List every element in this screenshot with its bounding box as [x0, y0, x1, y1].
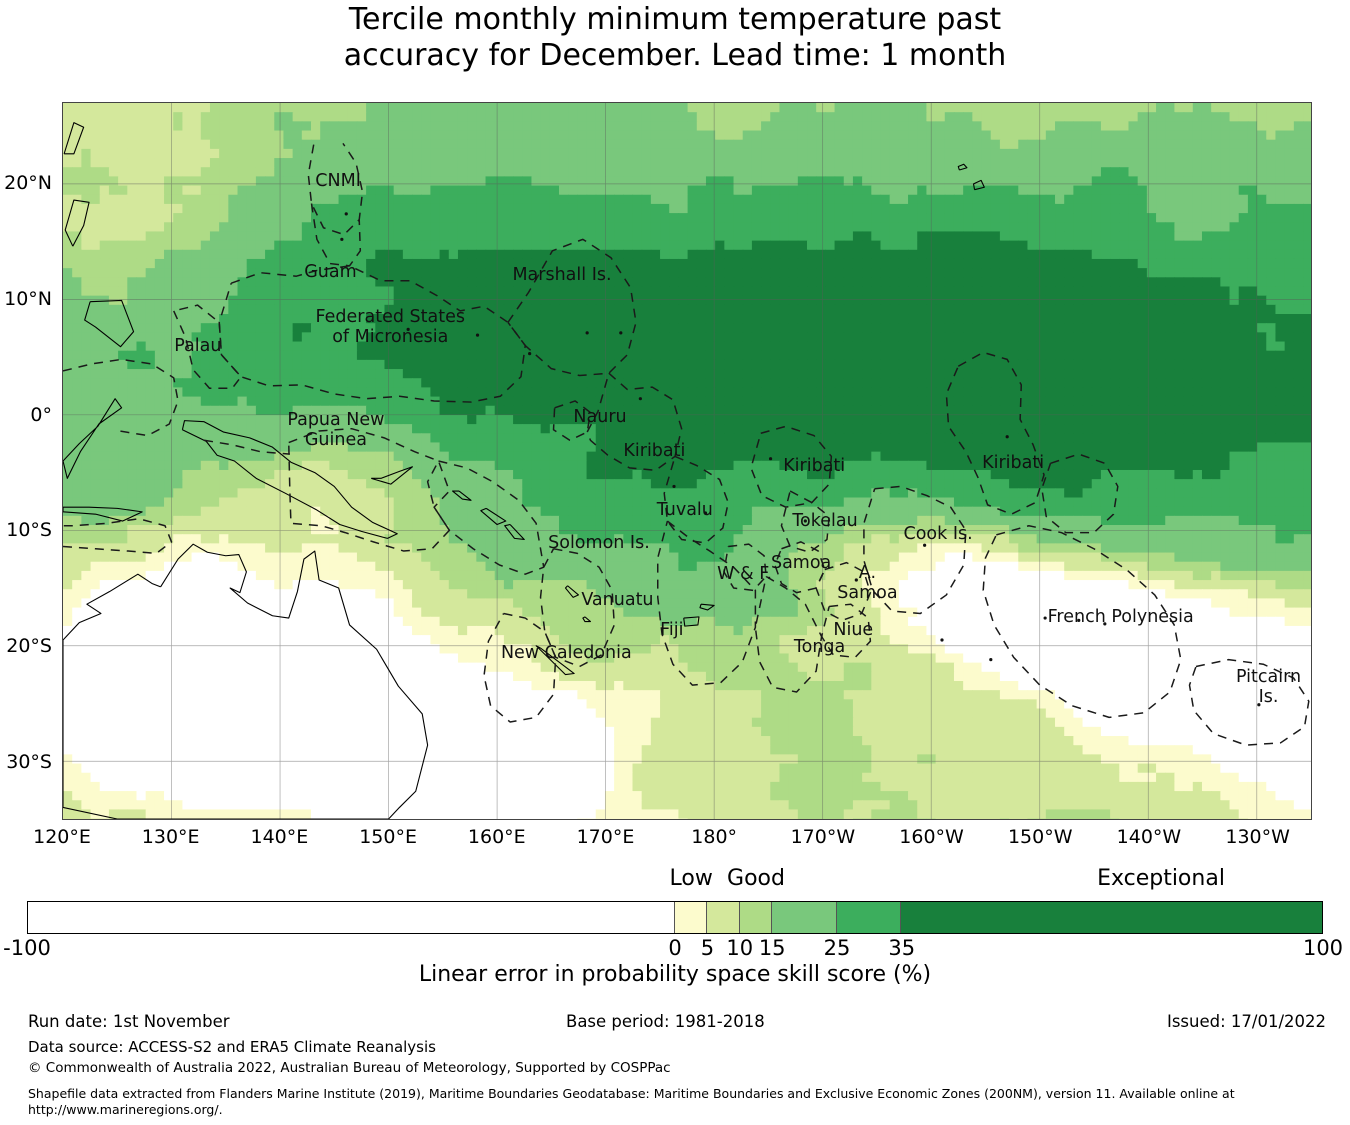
- colorbar-zone-label: Good: [727, 866, 785, 891]
- colorbar-segment: [836, 902, 902, 933]
- x-tick-label: 180°: [691, 826, 738, 848]
- colorbar-tick-label: 10: [726, 936, 754, 960]
- colorbar-segment: [28, 902, 675, 933]
- y-tick-label: 20°N: [4, 172, 52, 195]
- x-tick-label: 140°E: [250, 826, 309, 848]
- colorbar-tick-label: 25: [823, 936, 851, 960]
- copyright-note: © Commonwealth of Australia 2022, Austra…: [28, 1060, 671, 1076]
- y-tick-label: 30°S: [6, 751, 52, 774]
- run-date: Run date: 1st November: [28, 1012, 230, 1031]
- shapefile-note: Shapefile data extracted from Flanders M…: [28, 1086, 1235, 1117]
- colorbar-tick-label: 100: [1302, 936, 1344, 960]
- x-tick-label: 160°W: [899, 826, 964, 848]
- colorbar-axis-label: Linear error in probability space skill …: [418, 962, 932, 987]
- map-plot-area[interactable]: [62, 102, 1312, 820]
- colorbar-segment: [675, 902, 708, 933]
- colorbar-segment: [739, 902, 773, 933]
- x-tick-label: 170°E: [576, 826, 635, 848]
- y-tick-label: 10°N: [4, 287, 52, 310]
- x-tick-label: 150°W: [1007, 826, 1073, 848]
- issued-date: Issued: 17/01/2022: [1166, 1012, 1326, 1031]
- colorbar-zone-label: Low: [669, 866, 713, 891]
- colorbar-tick-label: 5: [700, 936, 715, 960]
- data-source: Data source: ACCESS-S2 and ERA5 Climate …: [28, 1038, 436, 1056]
- x-tick-label: 170°W: [790, 826, 856, 848]
- y-tick-label: 10°S: [6, 519, 52, 542]
- colorbar-tick-label: -100: [3, 936, 51, 960]
- footer-row: Run date: 1st November Base period: 1981…: [0, 1012, 1350, 1036]
- base-period: Base period: 1981-2018: [566, 1012, 765, 1031]
- colorbar-tick-label: 15: [758, 936, 786, 960]
- y-tick-label: 20°S: [6, 635, 52, 658]
- x-tick-label: 120°E: [33, 826, 91, 848]
- colorbar-tick-label: 35: [888, 936, 916, 960]
- page-title: Tercile monthly minimum temperature past…: [343, 2, 1007, 73]
- y-tick-label: 0°: [30, 403, 52, 426]
- colorbar[interactable]: [27, 901, 1323, 934]
- colorbar-segment: [707, 902, 740, 933]
- x-tick-label: 130°W: [1225, 826, 1290, 848]
- x-tick-label: 160°E: [467, 826, 526, 848]
- colorbar-tick-label: 0: [668, 936, 682, 960]
- colorbar-segment: [901, 902, 1322, 933]
- x-tick-label: 150°E: [359, 826, 417, 848]
- x-tick-label: 140°W: [1116, 826, 1182, 848]
- x-tick-label: 130°E: [141, 826, 200, 848]
- map-raster: [63, 103, 1311, 819]
- colorbar-zone-labels: Low Good Exceptional: [0, 866, 1350, 896]
- colorbar-segment: [772, 902, 837, 933]
- colorbar-zone-label: Exceptional: [1097, 866, 1225, 891]
